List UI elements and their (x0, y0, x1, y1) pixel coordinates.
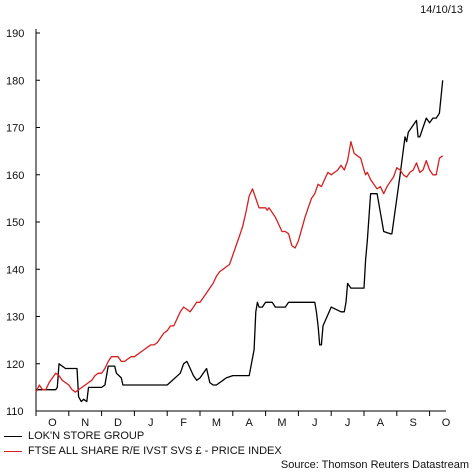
y-tick-label: 140 (6, 264, 24, 276)
y-tick-label: 180 (6, 75, 24, 87)
y-tick-label: 110 (6, 406, 24, 418)
y-axis: 110 120 130 140 150 160 170 180 190 (6, 28, 40, 418)
y-tick-label: 150 (6, 217, 24, 229)
y-tick-label: 170 (6, 123, 24, 135)
x-tick-label: A (246, 417, 254, 429)
x-tick-label: D (114, 417, 122, 429)
legend-swatch-red (4, 450, 22, 452)
y-tick-label: 160 (6, 170, 24, 182)
series-layer (35, 80, 444, 403)
series-line-ftse-index (35, 141, 444, 393)
date-label: 14/10/13 (420, 4, 463, 16)
x-tick-label: N (81, 417, 89, 429)
legend-item-lok-n-store: LOK'N STORE GROUP (4, 430, 144, 442)
legend-label: FTSE ALL SHARE R/E IVST SVS £ - PRICE IN… (28, 445, 282, 457)
x-tick-label: A (377, 417, 385, 429)
source-note: Source: Thomson Reuters Datastream (280, 459, 469, 471)
x-tick-label: J (148, 417, 154, 429)
legend-swatch-black (4, 435, 22, 437)
x-tick-label: J (345, 417, 351, 429)
x-tick-label: O (48, 417, 57, 429)
y-tick-label: 190 (6, 28, 24, 40)
legend-label: LOK'N STORE GROUP (28, 430, 145, 442)
x-tick-label: J (312, 417, 318, 429)
y-tick-label: 130 (6, 312, 24, 324)
legend-item-ftse-index: FTSE ALL SHARE R/E IVST SVS £ - PRICE IN… (4, 445, 282, 457)
series-line-lok-n-store (36, 80, 444, 403)
x-tick-label: M (277, 417, 286, 429)
x-tick-label: S (410, 417, 417, 429)
x-tick-label: F (180, 417, 187, 429)
x-tick-label: M (212, 417, 221, 429)
x-tick-label: O (442, 417, 451, 429)
y-tick-label: 120 (6, 359, 24, 371)
